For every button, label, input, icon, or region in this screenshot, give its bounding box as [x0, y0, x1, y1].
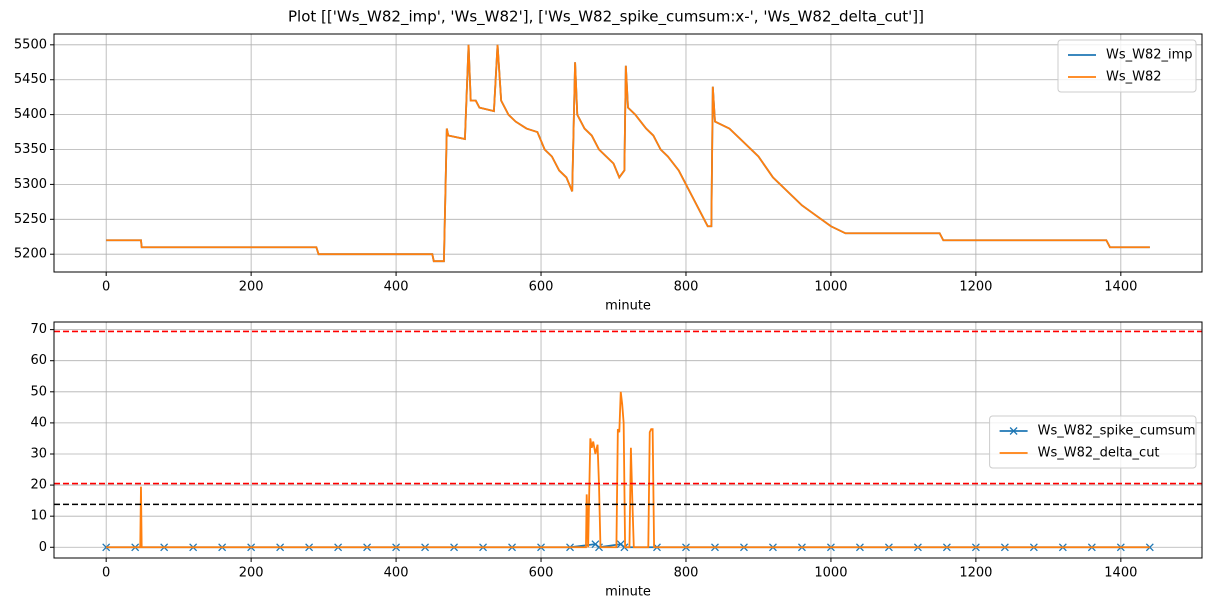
x-tick-label: 800	[674, 566, 699, 581]
legend-box	[1057, 39, 1197, 93]
axes-frame	[53, 33, 1203, 273]
y-tick-label: 70	[30, 322, 47, 337]
series-line	[106, 44, 1150, 263]
figure-title: Plot [['Ws_W82_imp', 'Ws_W82'], ['Ws_W82…	[288, 8, 924, 27]
y-tick-label: 20	[30, 478, 47, 493]
legend-marker	[1009, 427, 1018, 435]
x-tick-label: 1400	[1104, 566, 1137, 581]
y-tick-label: 30	[30, 446, 47, 461]
marker	[595, 543, 603, 552]
x-tick-label: 1400	[1104, 280, 1137, 295]
y-tick-label: 50	[30, 384, 47, 399]
x-tick-label: 800	[674, 280, 699, 295]
legend-label: Ws_W82_delta_cut	[1038, 446, 1160, 461]
x-tick-label: 200	[239, 280, 264, 295]
x-tick-label: 400	[384, 566, 409, 581]
x-axis-label: minute	[605, 299, 651, 314]
legend-label: Ws_W82_spike_cumsum	[1038, 424, 1196, 439]
y-tick-label: 5500	[14, 37, 47, 52]
y-tick-label: 10	[30, 509, 47, 524]
y-tick-label: 5450	[14, 72, 47, 87]
x-tick-label: 600	[529, 566, 554, 581]
x-tick-label: 1200	[959, 566, 992, 581]
series-line	[106, 44, 1150, 263]
legend-label: Ws_W82_imp	[1106, 48, 1193, 63]
x-tick-label: 0	[102, 280, 110, 295]
x-tick-label: 1000	[814, 280, 847, 295]
y-tick-label: 0	[39, 540, 47, 555]
y-tick-label: 5250	[14, 212, 47, 227]
y-tick-label: 5400	[14, 107, 47, 122]
x-tick-label: 1000	[814, 566, 847, 581]
x-axis-label: minute	[605, 585, 651, 600]
y-tick-label: 5300	[14, 177, 47, 192]
x-tick-label: 200	[239, 566, 264, 581]
x-tick-label: 0	[102, 566, 110, 581]
x-tick-label: 600	[529, 280, 554, 295]
axes-frame	[53, 321, 1203, 559]
x-tick-label: 400	[384, 280, 409, 295]
series-line	[106, 391, 1150, 549]
y-tick-label: 5200	[14, 247, 47, 262]
y-tick-label: 40	[30, 415, 47, 430]
y-tick-label: 60	[30, 353, 47, 368]
x-tick-label: 1200	[959, 280, 992, 295]
legend-box	[989, 415, 1197, 469]
legend-label: Ws_W82	[1106, 70, 1162, 85]
y-tick-label: 5350	[14, 142, 47, 157]
